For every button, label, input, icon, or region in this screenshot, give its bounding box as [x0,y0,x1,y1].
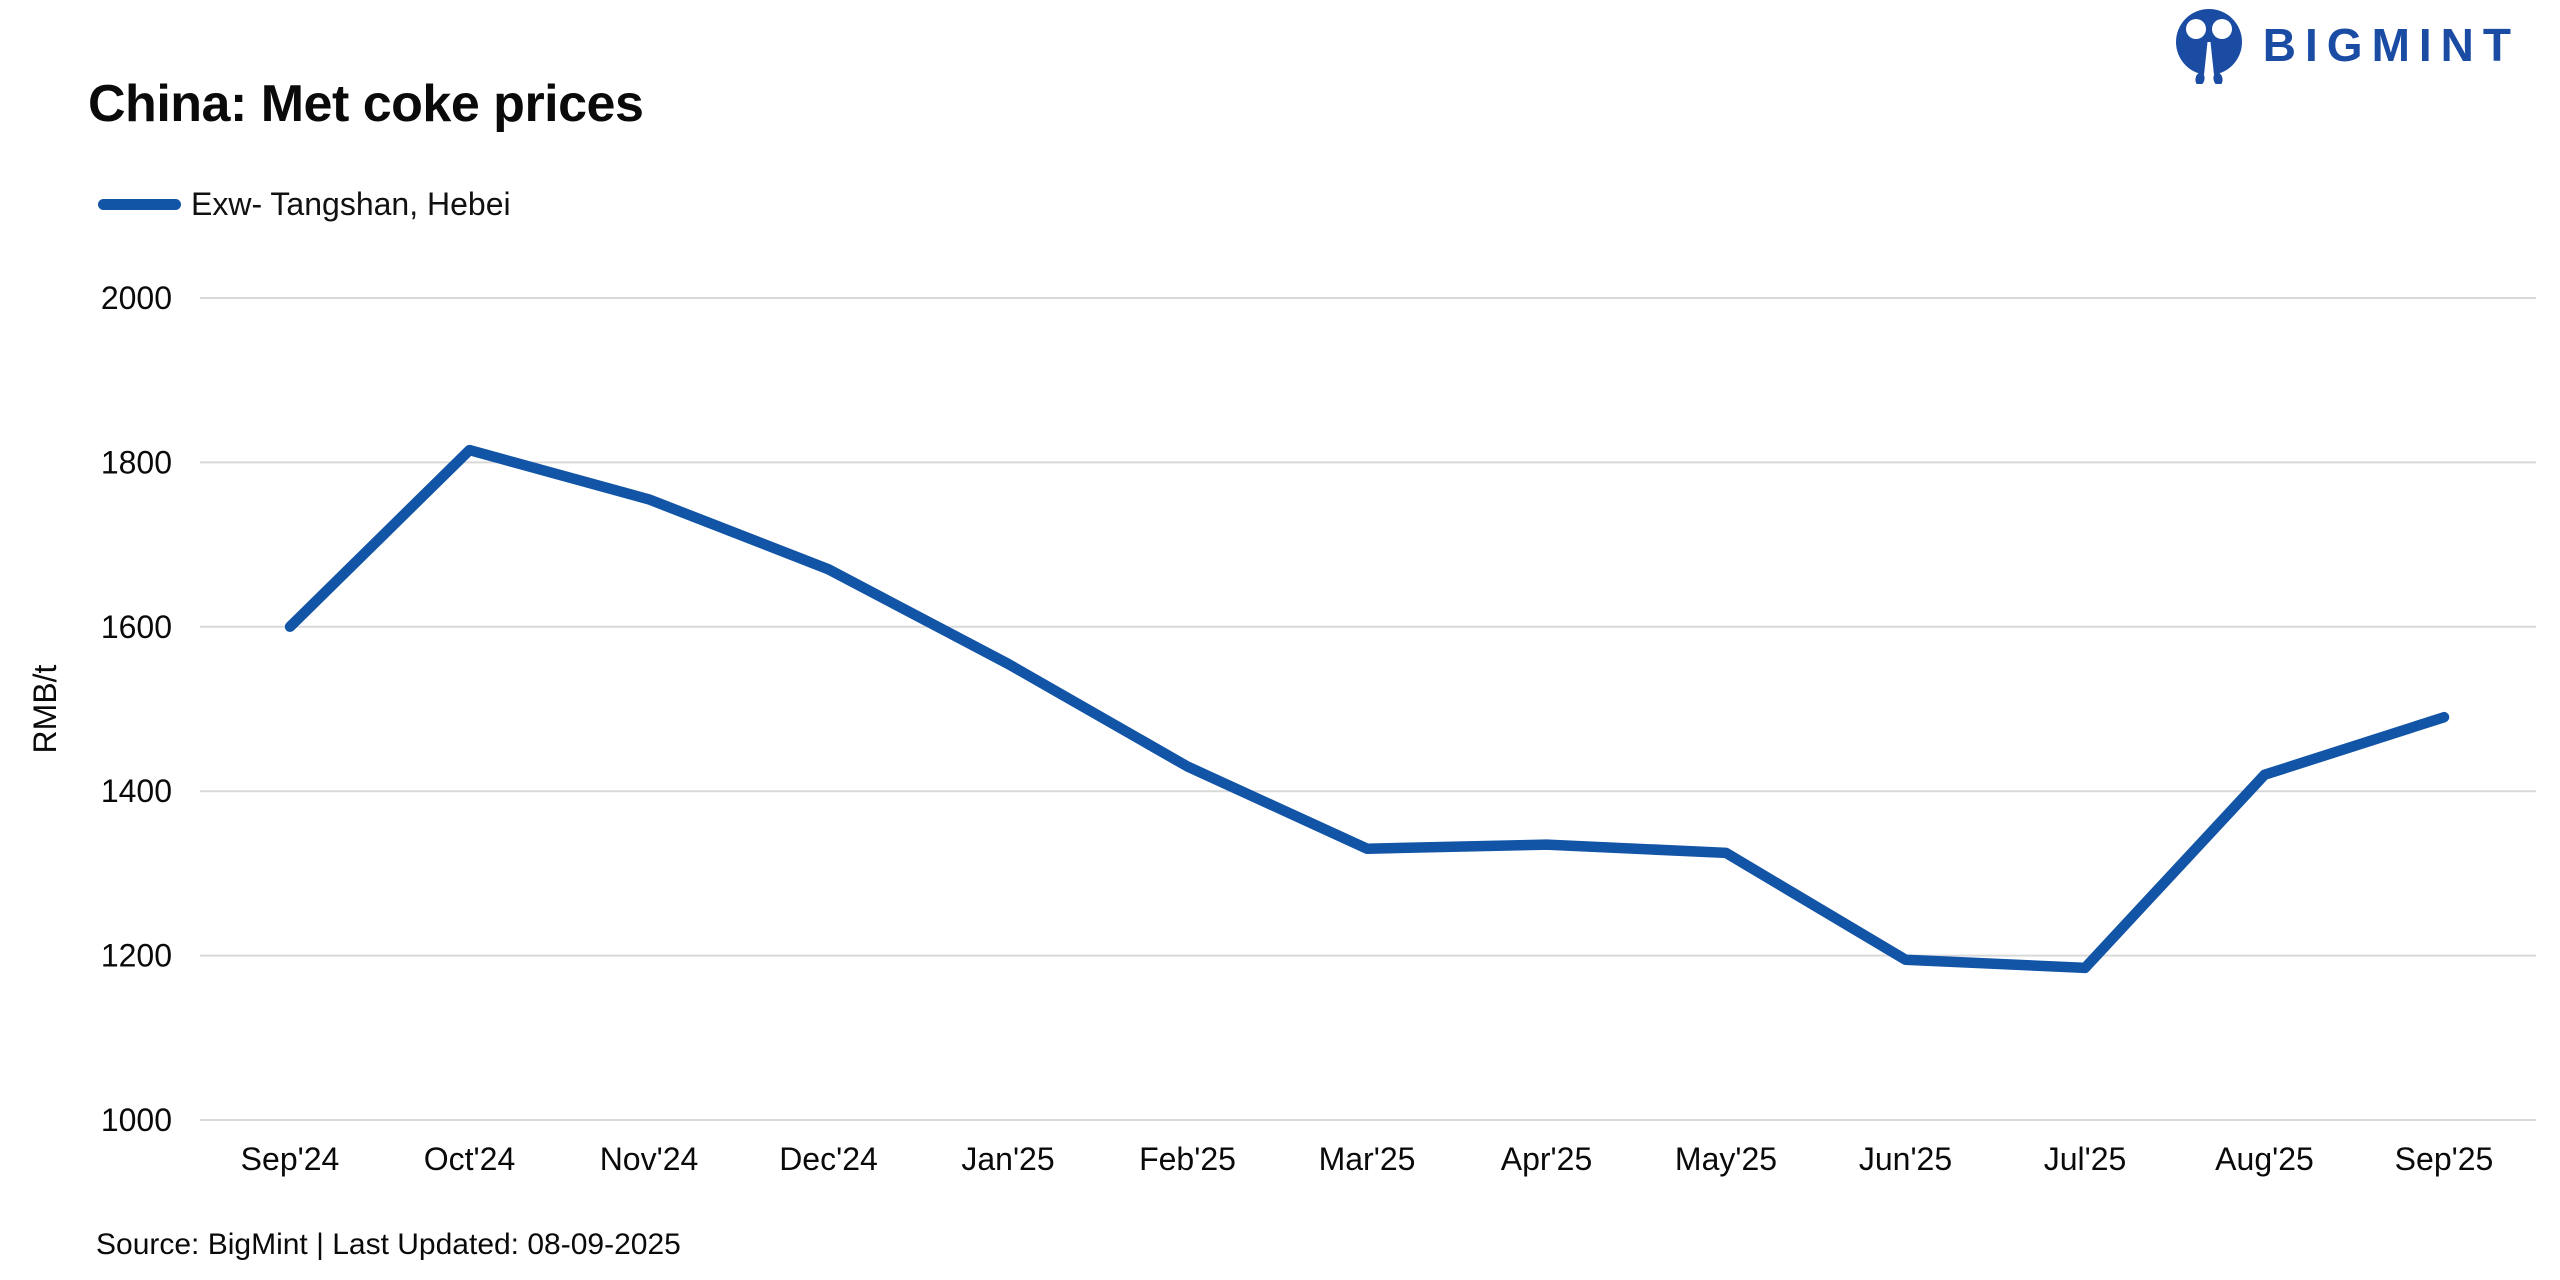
bigmint-logo-text: BIGMINT [2262,19,2520,71]
y-tick-label: 2000 [101,280,172,316]
price-line [284,444,2450,974]
x-tick-label: Oct'24 [424,1141,515,1177]
x-tick-label: Sep'25 [2395,1141,2494,1177]
x-tick-label: Feb'25 [1139,1141,1236,1177]
bigmint-logo-icon [2174,9,2243,84]
source-note: Source: BigMint | Last Updated: 08-09-20… [96,1228,681,1261]
x-tick-label: Jul'25 [2044,1141,2127,1177]
x-tick-label: Aug'25 [2215,1141,2314,1177]
x-tick-label: Jun'25 [1859,1141,1952,1177]
page-title: China: Met coke prices [88,75,644,133]
x-tick-label: Jan'25 [961,1141,1054,1177]
y-tick-label: 1600 [101,609,172,645]
x-tick-label: Dec'24 [779,1141,878,1177]
x-tick-label: Sep'24 [241,1141,340,1177]
y-axis-title: RMB/t [27,664,63,753]
y-tick-label: 1200 [101,938,172,974]
x-tick-label: Nov'24 [600,1141,699,1177]
legend-line-swatch [98,198,181,210]
bigmint-logo: BIGMINT [2173,6,2520,84]
legend: Exw- Tangshan, Hebei [98,186,511,222]
x-tick-label: Mar'25 [1319,1141,1416,1177]
legend-series-label: Exw- Tangshan, Hebei [191,185,511,222]
x-tick-label: Apr'25 [1501,1141,1593,1177]
y-tick-label: 1000 [101,1102,172,1138]
y-tick-label: 1400 [101,773,172,809]
x-tick-label: May'25 [1675,1141,1777,1177]
y-tick-label: 1800 [101,444,172,480]
